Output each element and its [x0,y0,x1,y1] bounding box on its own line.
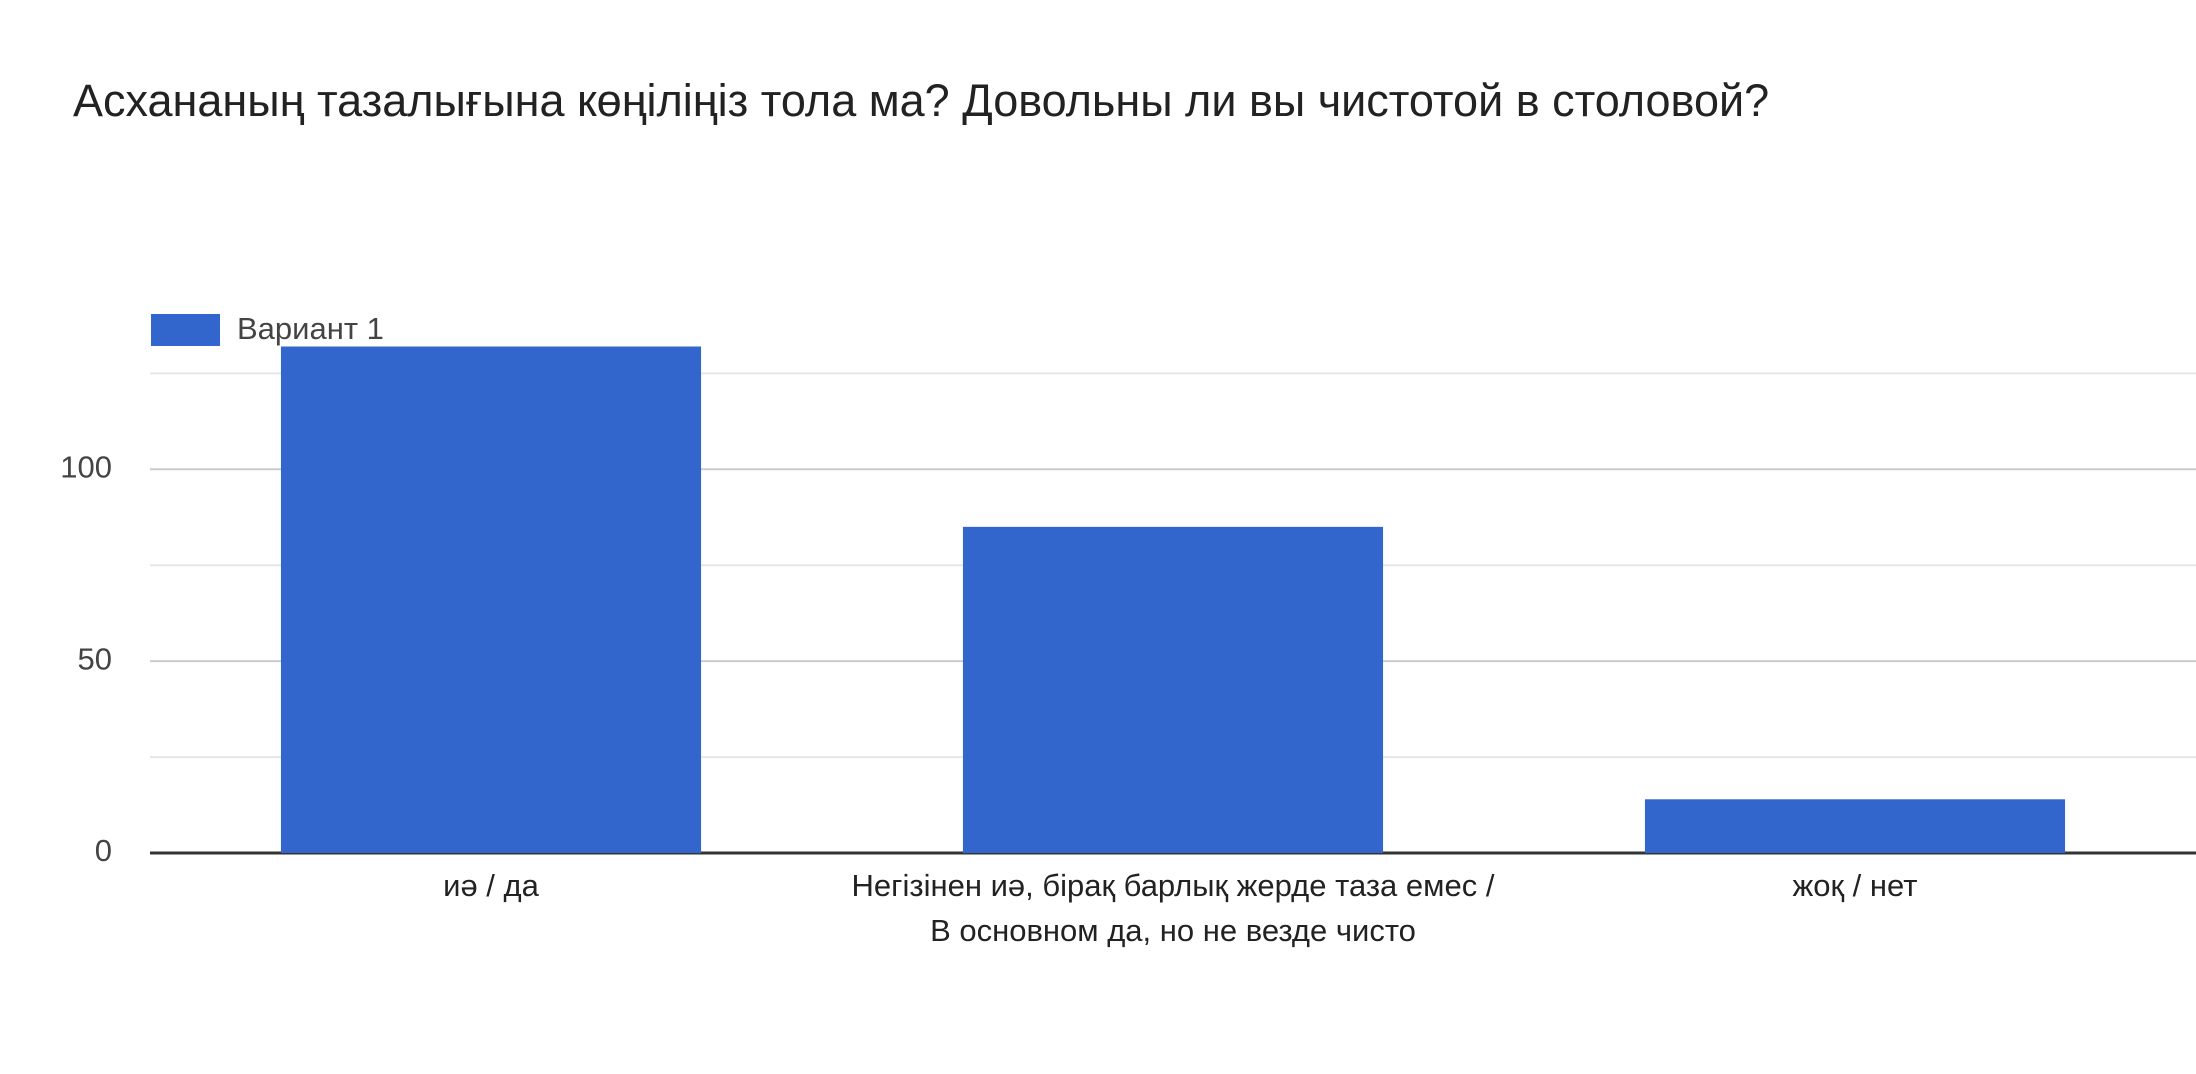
x-tick-label: Негізінен иә, бірақ барлық жерде таза ем… [851,868,1495,948]
y-tick-label: 100 [60,449,112,484]
bar [1644,799,2066,853]
x-tick-label: иә / да [443,868,539,903]
y-tick-label: 0 [95,833,112,868]
legend-label: Вариант 1 [237,311,384,346]
legend-swatch [151,314,220,346]
bar [962,526,1384,853]
chart-title: Асхананың тазалығына көңіліңіз тола ма? … [73,75,1769,126]
x-tick-label: жоқ / нет [1792,868,1918,903]
bar [280,346,702,853]
y-tick-label: 50 [78,641,112,676]
